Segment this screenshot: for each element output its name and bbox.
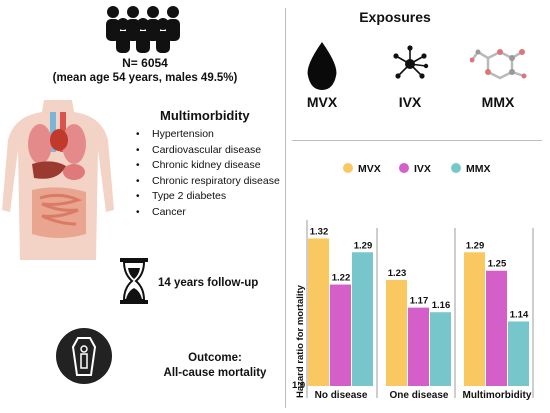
data-label: 1.29	[466, 240, 485, 251]
bar-mmx-one-disease	[430, 312, 451, 386]
y-axis-label: Hazard ratio for mortality	[295, 284, 306, 398]
horizontal-divider	[292, 140, 542, 141]
data-label: 1.17	[410, 296, 429, 307]
condition-item: • Cancer	[136, 205, 186, 218]
outcome-label: Outcome:	[188, 352, 242, 364]
hazard-ratio-chart: MVX IVX MMX 1.321.221.291.231.17 1.161.291.…	[292, 163, 534, 401]
legend-label-mmx: MMX	[466, 163, 491, 175]
followup-label: 14 years follow-up	[158, 277, 259, 289]
x-tick-label: One disease	[390, 390, 449, 401]
molecule-network-icon	[393, 45, 429, 79]
data-label: 1.14	[510, 309, 529, 320]
x-tick-label: No disease	[315, 390, 368, 401]
bar-ivx-no-disease	[330, 284, 351, 386]
people-group-icon	[106, 6, 180, 53]
exposures-title: Exposures	[359, 9, 431, 25]
data-label: 1.22	[332, 273, 351, 284]
condition-item: • Hypertension	[136, 128, 214, 140]
condition-item: • Cardiovascular disease	[136, 143, 262, 156]
x-tick-label: Multimorbidity	[463, 390, 532, 401]
data-label: 1.25	[488, 259, 507, 270]
demographics: (mean age 54 years, males 49.5%)	[52, 72, 238, 84]
legend-swatch-ivx	[399, 163, 409, 173]
data-label: 1.29	[354, 240, 373, 251]
bar-ivx-multimorbidity	[486, 270, 507, 386]
chart-bars: 1.321.221.291.231.17 1.161.291.251.14	[308, 226, 529, 386]
exposure-label-mvx: MVX	[306, 94, 338, 110]
conditions-list: • Hypertension • Cardiovascular disease • C…	[136, 127, 292, 220]
legend-label-mvx: MVX	[358, 163, 381, 175]
bar-ivx-one-disease	[408, 307, 429, 386]
legend-swatch-mvx	[343, 163, 353, 173]
data-label: 1.32	[310, 226, 329, 237]
bar-mvx-one-disease	[386, 279, 407, 386]
condition-item: • Type 2 diabetes	[136, 190, 227, 202]
outcome-value: All-cause mortality	[163, 367, 267, 379]
human-organs-icon	[2, 100, 114, 260]
bar-mmx-no-disease	[352, 252, 373, 386]
exposure-label-mmx: MMX	[481, 94, 515, 110]
vertical-divider	[285, 8, 286, 408]
chart-axes: No disease One disease Multimorbidity	[306, 220, 534, 401]
legend-label-ivx: IVX	[414, 163, 431, 175]
bar-mvx-no-disease	[308, 238, 329, 386]
bar-mvx-multimorbidity	[464, 252, 485, 386]
data-label: 1.23	[388, 268, 407, 279]
y-axis-base-tick: 1.0	[292, 380, 305, 391]
legend-swatch-mmx	[451, 163, 461, 173]
condition-item: • Chronic kidney disease	[136, 159, 261, 171]
hourglass-icon	[120, 258, 148, 304]
bar-mmx-multimorbidity	[508, 321, 529, 386]
droplet-icon	[307, 42, 337, 90]
multimorbidity-title: Multimorbidity	[160, 108, 250, 123]
molecule-structure-icon	[470, 49, 527, 80]
coffin-icon	[56, 328, 112, 384]
chart-legend: MVX IVX MMX	[343, 163, 491, 175]
data-label: 1.16	[432, 300, 451, 311]
condition-item: • Chronic respiratory disease	[136, 174, 280, 187]
sample-size: N= 6054	[122, 56, 168, 70]
exposure-label-ivx: IVX	[398, 94, 422, 110]
